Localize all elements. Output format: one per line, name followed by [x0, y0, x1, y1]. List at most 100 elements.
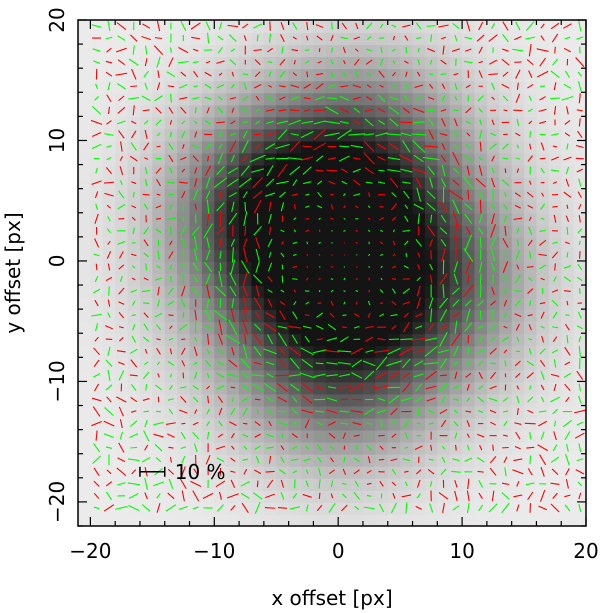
polarization-vector — [429, 73, 434, 76]
polarization-vector — [218, 22, 223, 30]
polarization-vector — [231, 201, 235, 212]
image-pixel — [78, 92, 91, 106]
polarization-vector — [387, 347, 401, 355]
polarization-vector — [392, 60, 396, 65]
polarization-vector — [566, 335, 569, 344]
image-pixel — [486, 297, 500, 311]
polarization-vector — [565, 178, 570, 187]
image-pixel — [189, 20, 203, 33]
polarization-vector — [167, 492, 175, 500]
polarization-vector — [354, 313, 360, 318]
polarization-vector — [400, 132, 412, 137]
image-pixel — [548, 345, 562, 359]
polarization-vector — [268, 420, 272, 427]
polarization-vector — [305, 193, 310, 196]
polarization-vector — [552, 336, 558, 343]
image-pixel — [400, 513, 414, 526]
polarization-vector — [105, 276, 113, 282]
polarization-vector — [439, 132, 448, 136]
polarization-vector — [529, 251, 532, 259]
polarization-vector — [566, 106, 569, 115]
polarization-vector — [353, 36, 361, 40]
polarization-vector — [339, 95, 350, 101]
polarization-vector — [267, 276, 273, 282]
image-pixel — [499, 345, 513, 359]
polarization-vector — [504, 251, 507, 259]
polarization-vector — [502, 48, 509, 52]
polarization-vector — [106, 469, 112, 475]
polarization-vector — [479, 199, 482, 214]
polarization-vector — [318, 289, 321, 293]
polarization-vector — [324, 350, 340, 353]
polarization-vector — [91, 313, 102, 317]
polarization-vector — [478, 371, 483, 379]
polarization-vector — [455, 444, 457, 451]
polarization-vector — [252, 190, 263, 199]
polarization-vector — [216, 226, 225, 235]
polarization-vector — [478, 70, 483, 79]
polarization-vector — [353, 434, 360, 437]
polarization-vector — [416, 297, 421, 310]
polarization-vector — [279, 191, 286, 198]
polarization-vector — [566, 143, 569, 150]
polarization-vector — [488, 34, 498, 42]
polarization-vector — [267, 334, 273, 345]
polarization-vector — [379, 23, 384, 29]
polarization-vector — [454, 432, 458, 439]
polarization-vector — [305, 277, 309, 281]
polarization-vector — [179, 478, 187, 490]
polarization-vector — [391, 288, 396, 294]
polarization-vector — [340, 422, 349, 425]
polarization-vector — [551, 349, 559, 354]
polarization-vector — [366, 444, 373, 451]
polarization-vector — [516, 228, 520, 234]
polarization-vector — [540, 311, 545, 319]
polarization-vector — [143, 312, 149, 318]
image-pixel — [437, 405, 451, 419]
image-pixel — [78, 429, 91, 443]
polarization-vector — [400, 338, 413, 341]
polarization-vector — [218, 319, 223, 336]
polarization-vector — [104, 407, 114, 417]
polarization-vector — [417, 252, 421, 258]
polarization-vector — [330, 480, 334, 488]
polarization-vector — [540, 23, 545, 29]
polarization-vector — [129, 374, 138, 377]
polarization-vector — [156, 20, 161, 32]
polarization-vector — [204, 324, 212, 330]
polarization-vector — [414, 360, 424, 367]
image-pixel — [102, 116, 116, 130]
polarization-vector — [339, 120, 349, 124]
polarization-vector — [529, 131, 532, 138]
polarization-vector — [343, 266, 346, 268]
polarization-vector — [516, 504, 520, 512]
polarization-vector — [276, 120, 289, 125]
polarization-vector — [243, 309, 247, 322]
polarization-vector — [240, 492, 250, 499]
polarization-vector — [366, 36, 372, 41]
polarization-vector — [95, 167, 98, 174]
image-pixel — [164, 513, 178, 526]
polarization-vector — [343, 60, 346, 65]
polarization-vector — [288, 119, 302, 126]
polarization-vector — [551, 468, 559, 476]
image-pixel — [78, 501, 91, 515]
polarization-vector — [225, 334, 241, 344]
polarization-vector — [367, 229, 371, 232]
image-pixel — [90, 140, 104, 154]
image-pixel — [313, 140, 327, 154]
polarization-vector — [366, 469, 372, 474]
image-pixel — [536, 260, 550, 274]
polarization-vector — [217, 152, 224, 165]
polarization-vector — [349, 383, 365, 392]
polarization-vector — [538, 505, 547, 511]
polarization-vector — [467, 189, 470, 200]
image-pixel — [226, 164, 240, 178]
polarization-vector — [254, 421, 261, 427]
polarization-vector — [429, 177, 434, 188]
polarization-vector — [416, 187, 422, 202]
polarization-vector — [300, 347, 315, 356]
polarization-vector — [552, 408, 558, 415]
polarization-vector — [490, 336, 496, 342]
polarization-vector — [414, 84, 424, 89]
